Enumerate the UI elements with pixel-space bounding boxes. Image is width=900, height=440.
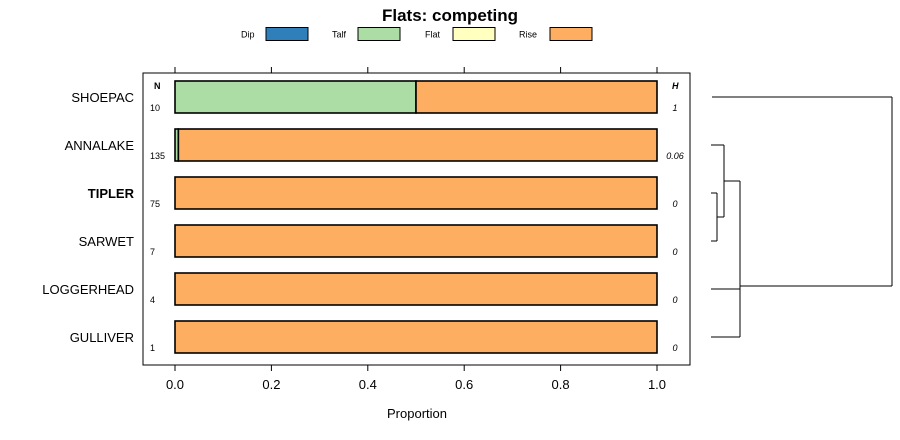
- legend-swatch-dip: [265, 27, 309, 41]
- legend-label-flat: Flat: [425, 30, 441, 40]
- n-value-tipler: 75: [150, 199, 160, 209]
- x-tick-label: 1.0: [648, 377, 666, 392]
- legend-swatch-talf: [357, 27, 401, 41]
- x-axis-label: Proportion: [387, 406, 447, 421]
- top-axis: [174, 67, 658, 73]
- n-value-loggerhead: 4: [150, 295, 155, 305]
- legend-label-rise: Rise: [519, 30, 537, 40]
- bar-loggerhead-rise: [174, 272, 658, 306]
- h-value-annalake: 0.06: [666, 151, 684, 161]
- h-value-tipler: 0: [672, 199, 677, 209]
- legend-swatch-rise: [549, 27, 593, 41]
- h-value-sarwet: 0: [672, 247, 677, 257]
- h-value-loggerhead: 0: [672, 295, 677, 305]
- bars: [174, 80, 658, 354]
- plot-panel: [142, 72, 691, 366]
- y-label-tipler: TIPLER: [88, 186, 135, 201]
- legend: Dip Talf Flat Rise: [241, 27, 593, 41]
- n-header: N: [154, 81, 161, 91]
- bar-gulliver-rise: [174, 320, 658, 354]
- legend-label-talf: Talf: [332, 30, 347, 40]
- x-tick-label: 0.2: [262, 377, 280, 392]
- legend-label-dip: Dip: [241, 30, 255, 40]
- h-value-shoepac: 1: [672, 103, 677, 113]
- y-label-sarwet: SARWET: [79, 234, 134, 249]
- legend-swatch-flat: [452, 27, 496, 41]
- bar-shoepac-rise: [415, 80, 658, 114]
- n-value-annalake: 135: [150, 151, 165, 161]
- bar-annalake-rise: [177, 128, 658, 162]
- bar-shoepac-talf: [174, 80, 417, 114]
- x-axis: 0.0 0.2 0.4 0.6 0.8 1.0: [166, 365, 666, 392]
- y-label-shoepac: SHOEPAC: [71, 90, 134, 105]
- h-header: H: [672, 81, 679, 91]
- y-label-loggerhead: LOGGERHEAD: [42, 282, 134, 297]
- y-label-gulliver: GULLIVER: [70, 330, 134, 345]
- n-value-sarwet: 7: [150, 247, 155, 257]
- x-tick-label: 0.6: [455, 377, 473, 392]
- x-tick-label: 0.8: [552, 377, 570, 392]
- y-axis-labels: SHOEPAC ANNALAKE TIPLER SARWET LOGGERHEAD GUL…: [42, 90, 134, 345]
- h-value-gulliver: 0: [672, 343, 677, 353]
- n-column: N 10 135 75 7 4 1: [150, 81, 165, 353]
- x-tick-label: 0.0: [166, 377, 184, 392]
- chart-title: Flats: competing: [382, 6, 518, 25]
- y-label-annalake: ANNALAKE: [65, 138, 135, 153]
- bar-tipler-rise: [174, 176, 658, 210]
- dendrogram: [711, 96, 893, 338]
- n-value-gulliver: 1: [150, 343, 155, 353]
- h-column: H 1 0.06 0 0 0 0: [666, 81, 684, 353]
- n-value-shoepac: 10: [150, 103, 160, 113]
- x-tick-label: 0.4: [359, 377, 377, 392]
- bar-sarwet-rise: [174, 224, 658, 258]
